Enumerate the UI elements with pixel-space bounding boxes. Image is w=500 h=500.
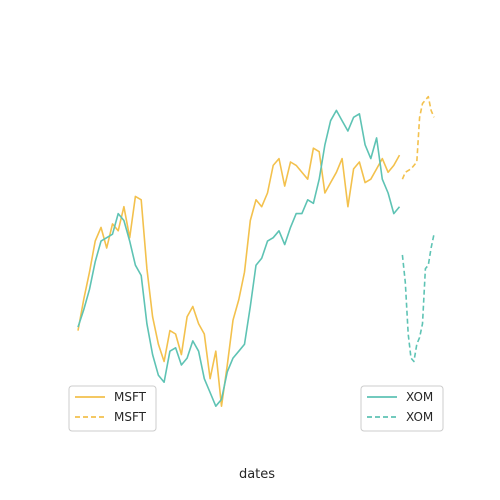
- legend-msft: MSFT MSFT: [68, 385, 157, 432]
- legend-xom-dashed-label: XOM: [406, 410, 433, 424]
- series-msft-dashed-line: [401, 95, 435, 180]
- x-axis-label: dates: [239, 467, 275, 482]
- series-msft-solid-line: [77, 147, 401, 408]
- series-xom-dashed-line: [401, 234, 435, 363]
- series-xom-solid-line: [77, 109, 401, 408]
- legend-xom-solid-label: XOM: [406, 390, 433, 404]
- legend-xom: XOM XOM: [360, 385, 444, 432]
- plot-lines: [77, 95, 435, 408]
- legend-msft-dashed-label: MSFT: [114, 410, 147, 424]
- legend-msft-solid-label: MSFT: [114, 390, 147, 404]
